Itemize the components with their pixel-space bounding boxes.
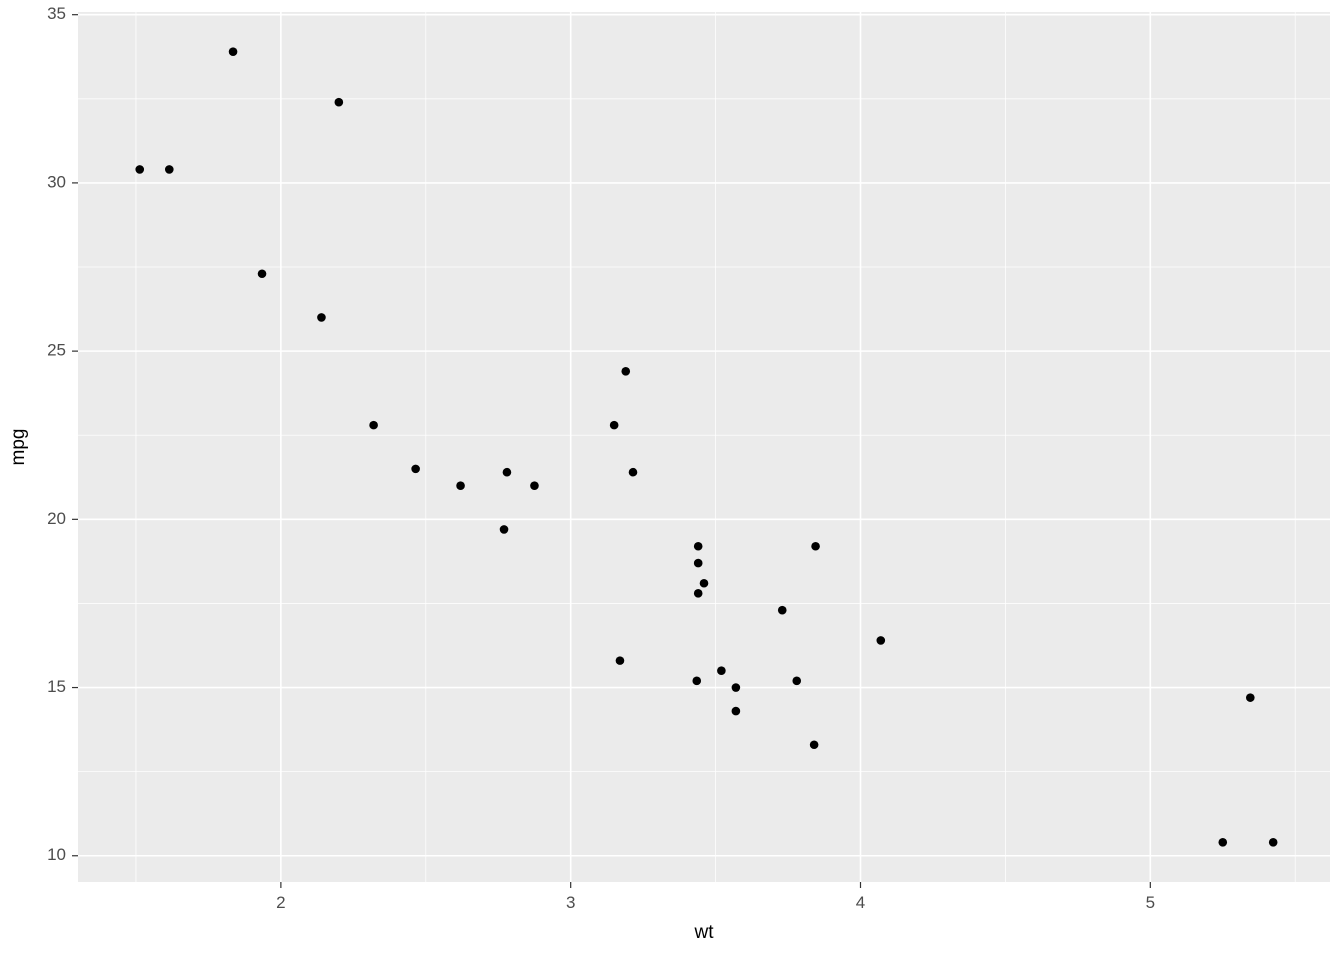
data-point: [778, 606, 787, 615]
data-point: [621, 367, 630, 376]
data-point: [411, 465, 420, 474]
data-point: [258, 269, 267, 278]
data-point: [530, 481, 539, 490]
data-point: [1246, 693, 1255, 702]
data-point: [610, 421, 619, 430]
y-axis-label: mpg: [8, 429, 29, 466]
data-point: [694, 559, 703, 568]
x-tick-label: 3: [566, 893, 575, 912]
data-point: [1269, 838, 1278, 847]
scatter-chart: 2 3 4 5 10 15 20 25 30 35 wt mpg: [0, 0, 1344, 960]
data-point: [500, 525, 509, 534]
data-point: [792, 677, 801, 686]
x-tick-label: 5: [1146, 893, 1155, 912]
plot-panel: [78, 12, 1330, 882]
chart-svg: 2 3 4 5 10 15 20 25 30 35 wt mpg: [0, 0, 1344, 960]
data-point: [1218, 838, 1227, 847]
data-point: [165, 165, 174, 174]
y-tick-label: 20: [47, 509, 66, 528]
data-point: [810, 740, 819, 749]
data-point: [369, 421, 378, 430]
data-point: [692, 677, 701, 686]
data-point: [732, 683, 741, 692]
y-tick-label: 15: [47, 677, 66, 696]
data-point: [700, 579, 709, 588]
y-tick-label: 35: [47, 4, 66, 23]
data-point: [876, 636, 885, 645]
y-tick-label: 25: [47, 341, 66, 360]
data-point: [503, 468, 512, 477]
data-point: [317, 313, 326, 322]
data-point: [811, 542, 820, 551]
data-point: [456, 481, 465, 490]
x-axis-label: wt: [694, 922, 715, 943]
x-tick-label: 4: [856, 893, 865, 912]
data-point: [629, 468, 638, 477]
x-tick-label: 2: [276, 893, 285, 912]
data-point: [694, 589, 703, 598]
data-point: [229, 47, 238, 56]
data-point: [732, 707, 741, 716]
data-point: [694, 542, 703, 551]
data-point: [616, 656, 625, 665]
y-tick-label: 30: [47, 172, 66, 191]
data-point: [717, 666, 726, 675]
data-point: [335, 98, 344, 107]
y-tick-label: 10: [47, 845, 66, 864]
data-point: [135, 165, 144, 174]
